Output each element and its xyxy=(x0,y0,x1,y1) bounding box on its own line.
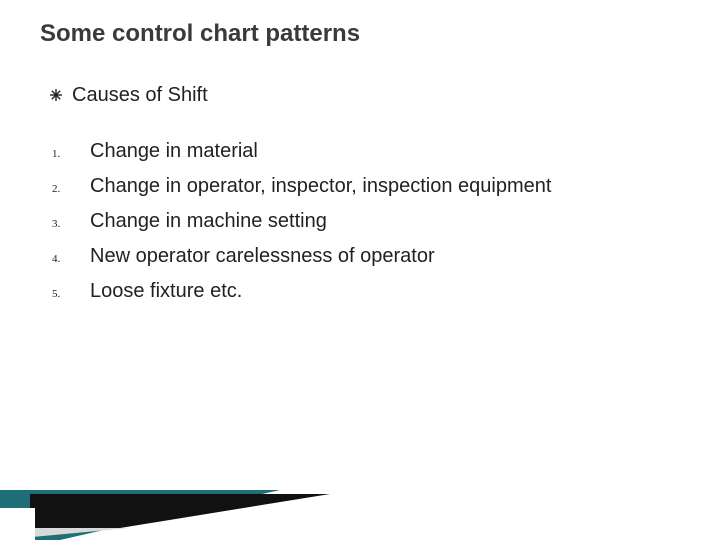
list-item: 3. Change in machine setting xyxy=(50,207,680,238)
bullet-icon xyxy=(50,85,72,107)
list-number: 4. xyxy=(50,245,90,273)
list-number: 3. xyxy=(50,210,90,238)
list-text: New operator carelessness of operator xyxy=(90,242,435,270)
list-item: 1. Change in material xyxy=(50,137,680,168)
list-text: Change in material xyxy=(90,137,258,165)
list-number: 2. xyxy=(50,175,90,203)
list-number: 5. xyxy=(50,280,90,308)
slide-title: Some control chart patterns xyxy=(40,20,680,48)
list-text: Change in operator, inspector, inspectio… xyxy=(90,172,551,200)
subheading-row: Causes of Shift xyxy=(50,84,680,107)
corner-decoration xyxy=(0,450,720,540)
slide: Some control chart patterns Causes of Sh… xyxy=(0,0,720,540)
list-number: 1. xyxy=(50,140,90,168)
subheading-text: Causes of Shift xyxy=(72,84,208,107)
list-text: Change in machine setting xyxy=(90,207,327,235)
list-item: 5. Loose fixture etc. xyxy=(50,277,680,308)
list-text: Loose fixture etc. xyxy=(90,277,242,305)
numbered-list: 1. Change in material 2. Change in opera… xyxy=(50,137,680,308)
list-item: 4. New operator carelessness of operator xyxy=(50,242,680,273)
list-item: 2. Change in operator, inspector, inspec… xyxy=(50,172,680,203)
